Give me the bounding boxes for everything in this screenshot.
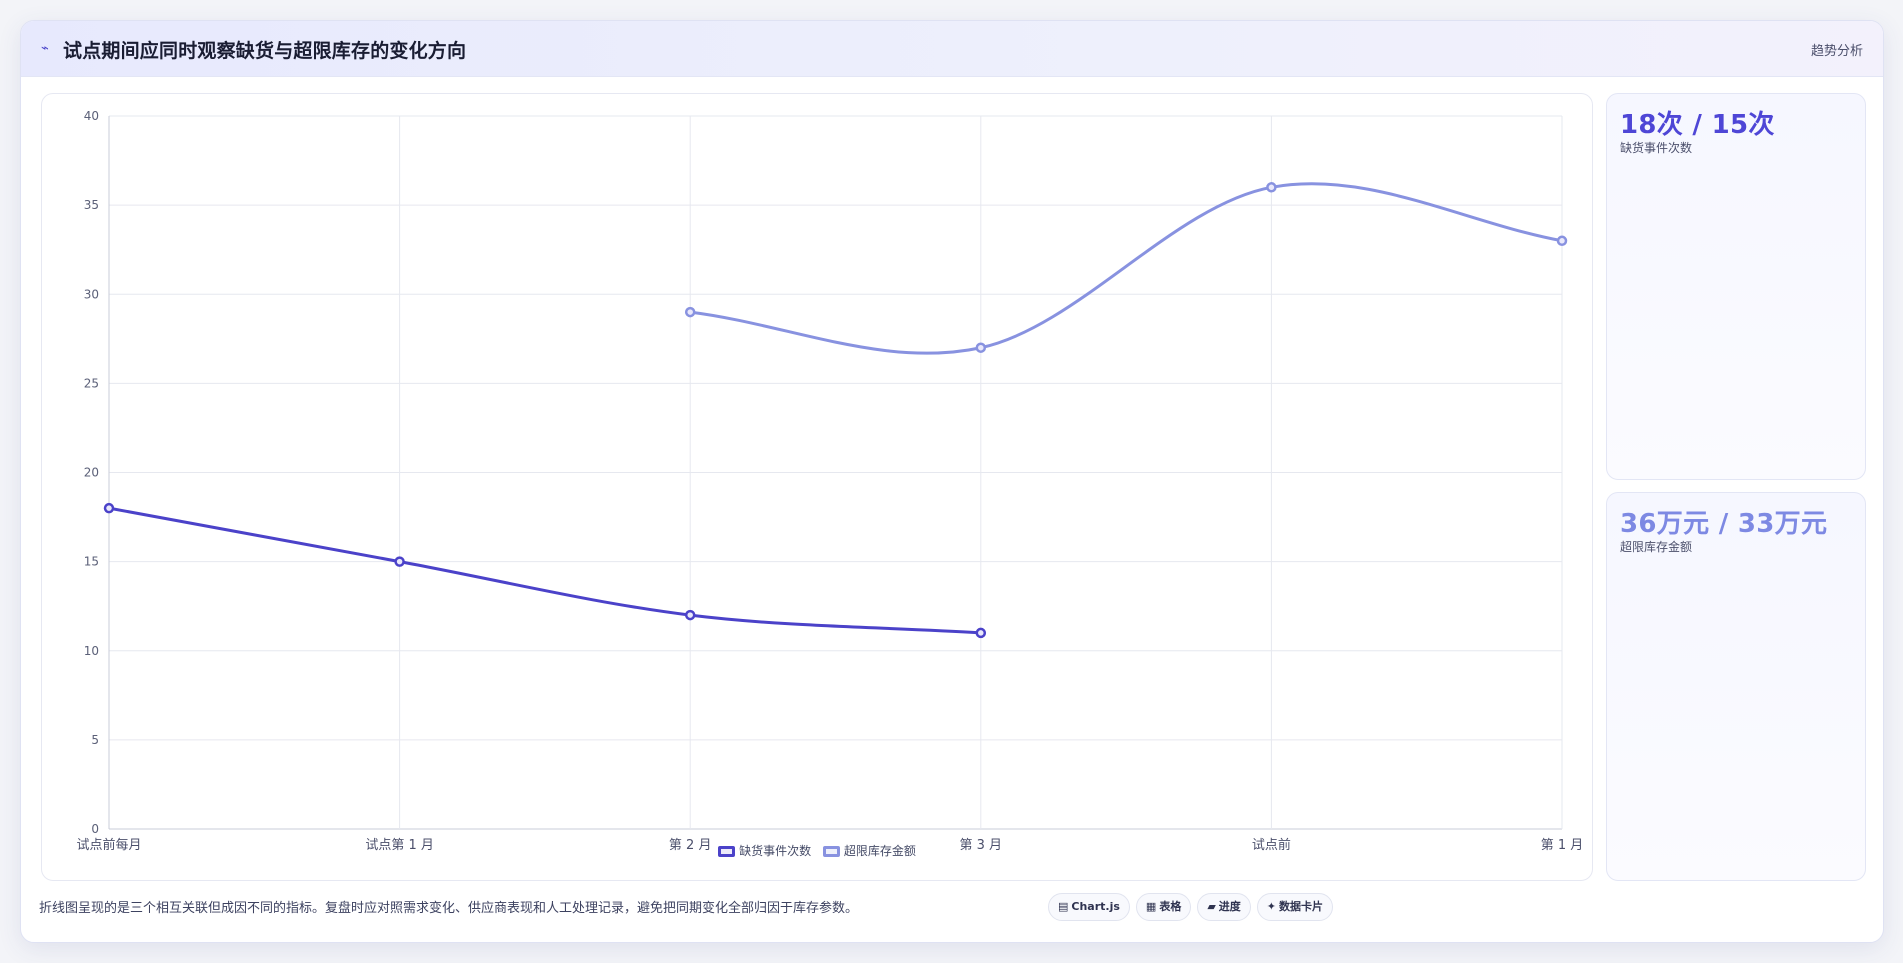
- chip-datacard[interactable]: ✦ 数据卡片: [1256, 893, 1334, 921]
- data-point-series-2: [1266, 182, 1277, 193]
- stat-label-overstock: 超限库存金额: [1620, 540, 1693, 554]
- chip-progress[interactable]: ▰ 进度: [1197, 893, 1251, 921]
- stat-value-overstock: 36万元 / 33万元: [1620, 509, 1828, 539]
- data-point-series-1: [975, 627, 987, 639]
- chip-label-table: 表格: [1159, 900, 1182, 913]
- trend-icon: ⌁: [41, 41, 49, 56]
- y-tick-label: 40: [84, 109, 99, 123]
- legend-swatch-overstock: [822, 846, 840, 857]
- legend-item-overstock[interactable]: 超限库存金额: [822, 842, 916, 859]
- data-point-series-1: [684, 609, 696, 621]
- y-tick-label: 20: [84, 466, 99, 480]
- stat-label-shortage: 缺货事件次数: [1620, 141, 1693, 155]
- x-tick-label: 试点前: [1252, 837, 1291, 853]
- y-tick-label: 15: [84, 555, 99, 569]
- legend-item-shortage[interactable]: 缺货事件次数: [718, 842, 811, 859]
- trend-card: ⌁ 试点期间应同时观察缺货与超限库存的变化方向 趋势分析 0 5 10 15 20 25 3…: [20, 20, 1884, 943]
- stat-card-shortage: 18次 / 15次 缺货事件次数: [1606, 93, 1866, 480]
- series-line-2: [690, 182, 1563, 355]
- stat-card-overstock: 36万元 / 33万元 超限库存金额: [1606, 492, 1866, 881]
- data-point-series-2: [1556, 235, 1568, 247]
- table-icon: ▦: [1145, 900, 1157, 913]
- x-tick-label: 试点第 1 月: [365, 838, 434, 853]
- chip-label-progress: 进度: [1218, 900, 1241, 913]
- y-tick-label: 30: [84, 287, 99, 301]
- data-point-series-2: [975, 342, 987, 353]
- legend-label-shortage: 缺货事件次数: [739, 844, 812, 858]
- chip-label-datacard: 数据卡片: [1279, 900, 1324, 913]
- data-point-series-2: [684, 306, 696, 318]
- x-tick-label: 第 2 月: [669, 838, 712, 853]
- chip-table[interactable]: ▦ 表格: [1135, 893, 1192, 921]
- x-tick-label: 试点前每月: [76, 837, 141, 853]
- data-point-series-1: [394, 556, 405, 567]
- header-tag: 趋势分析: [1810, 44, 1863, 59]
- chart-icon: ▤: [1058, 900, 1069, 913]
- y-tick-label: 0: [91, 822, 99, 836]
- chart-legend: 缺货事件次数 超限库存金额: [42, 842, 1592, 859]
- y-tick-label: 35: [84, 198, 99, 212]
- tech-chips: ▤ Chart.js ▦ 表格 ▰ 进度 ✦ 数据卡片: [1048, 893, 1339, 921]
- series-line-1: [108, 506, 981, 635]
- x-tick-label: 第 3 月: [960, 838, 1003, 853]
- chip-label-chartjs: Chart.js: [1071, 900, 1120, 913]
- chip-chartjs[interactable]: ▤ Chart.js: [1048, 893, 1130, 921]
- y-tick-label: 10: [84, 644, 99, 658]
- legend-swatch-shortage: [718, 846, 736, 857]
- legend-label-overstock: 超限库存金额: [843, 844, 916, 858]
- progress-icon: ▰: [1207, 900, 1216, 913]
- data-point-series-1: [103, 502, 115, 514]
- page-title: 试点期间应同时观察缺货与超限库存的变化方向: [63, 40, 467, 62]
- chart-panel: 0 5 10 15 20 25 30 35 40 试点前每月 试点第 1 月 第 2 月 第 3 月 试点…: [41, 93, 1593, 881]
- card-header: ⌁ 试点期间应同时观察缺货与超限库存的变化方向 趋势分析: [21, 21, 1883, 77]
- line-chart: 0 5 10 15 20 25 30 35 40 试点前每月 试点第 1 月 第 2 月 第 3 月 试点…: [76, 109, 1584, 853]
- y-tick-label: 5: [91, 733, 99, 747]
- y-tick-label: 25: [84, 376, 99, 390]
- chart-footnote: 折线图呈现的是三个相互关联但成因不同的指标。复盘时应对照需求变化、供应商表现和人…: [39, 901, 859, 916]
- stat-value-shortage: 18次 / 15次: [1620, 110, 1775, 140]
- card-icon: ✦: [1266, 900, 1277, 913]
- x-tick-label: 第 1 月: [1541, 838, 1584, 853]
